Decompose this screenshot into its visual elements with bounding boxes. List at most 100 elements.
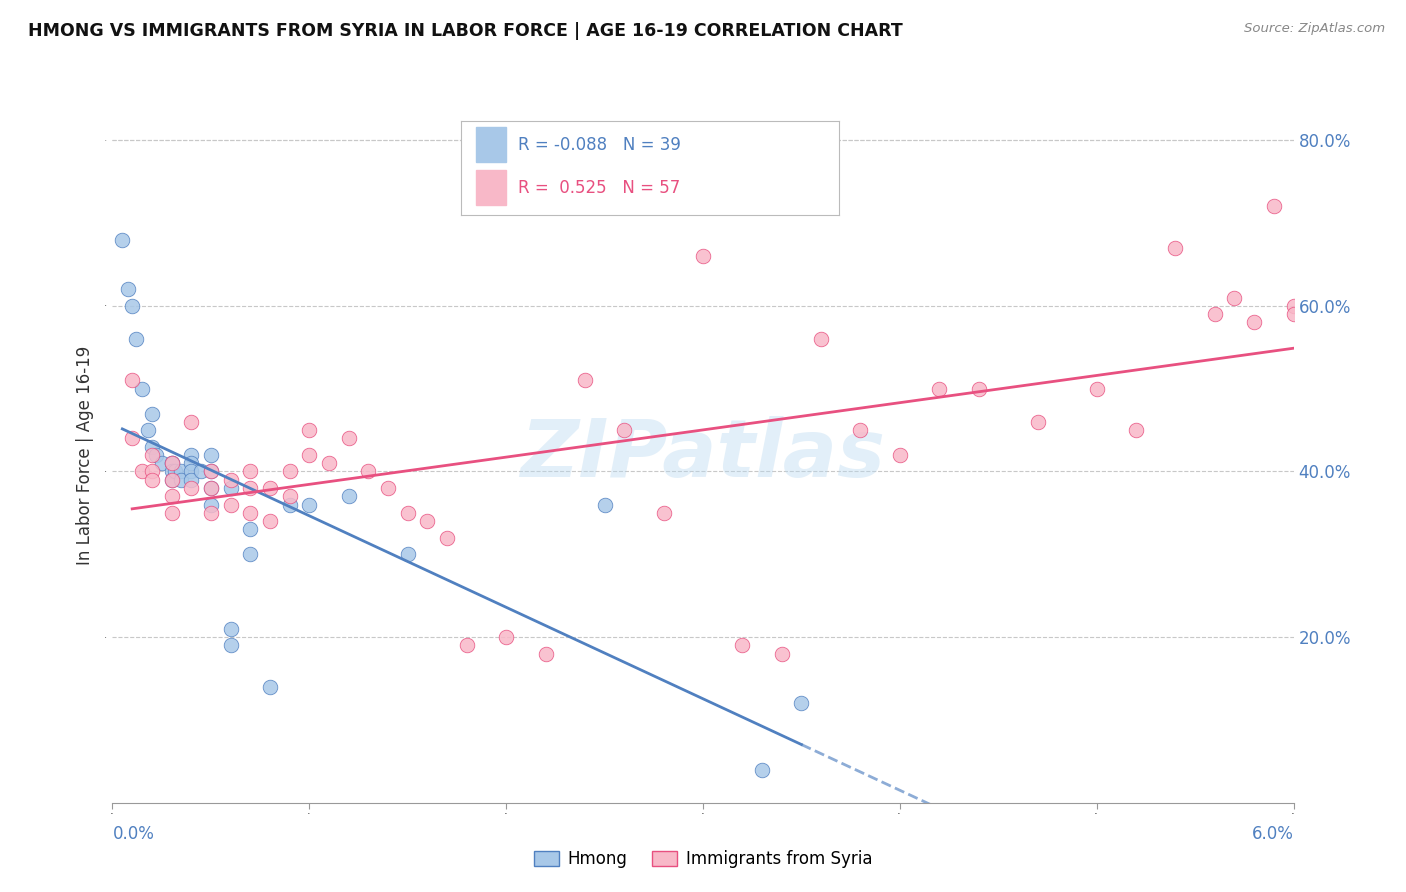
Point: [200, 506, 222, 520]
Point: [889, 448, 911, 462]
Point: [141, 407, 163, 421]
Point: [790, 697, 813, 711]
Point: [357, 465, 380, 479]
Point: [495, 630, 517, 644]
Point: [810, 332, 832, 346]
Point: [200, 448, 222, 462]
Point: [1085, 382, 1108, 396]
Point: [278, 498, 301, 512]
Point: [219, 622, 242, 636]
Point: [160, 473, 183, 487]
Point: [456, 639, 478, 653]
Point: [298, 498, 321, 512]
Point: [160, 456, 183, 470]
Point: [751, 763, 773, 777]
Point: [1243, 315, 1265, 329]
Point: [160, 465, 183, 479]
Point: [121, 299, 143, 313]
Point: [1223, 291, 1246, 305]
Point: [180, 481, 202, 495]
Point: [298, 423, 321, 437]
Point: [1263, 199, 1285, 213]
Point: [377, 481, 399, 495]
Point: [849, 423, 872, 437]
Point: [165, 465, 187, 479]
Point: [131, 465, 153, 479]
Point: [239, 465, 262, 479]
Point: [259, 514, 281, 528]
Point: [1204, 307, 1226, 321]
Point: [170, 465, 193, 479]
Point: [1282, 299, 1305, 313]
Point: [731, 639, 754, 653]
Point: [145, 448, 167, 462]
Point: [593, 498, 616, 512]
Point: [160, 473, 183, 487]
Point: [219, 481, 242, 495]
Point: [278, 489, 301, 503]
Point: [239, 523, 262, 537]
Point: [416, 514, 439, 528]
Point: [160, 489, 183, 503]
Point: [396, 547, 419, 561]
Text: 6.0%: 6.0%: [1251, 825, 1294, 843]
Point: [239, 481, 262, 495]
Point: [1125, 423, 1147, 437]
Point: [131, 382, 153, 396]
Point: [121, 373, 143, 387]
Point: [278, 465, 301, 479]
Point: [337, 489, 360, 503]
Point: [180, 415, 202, 429]
Legend: Hmong, Immigrants from Syria: Hmong, Immigrants from Syria: [527, 843, 879, 874]
Point: [180, 448, 202, 462]
Point: [534, 647, 557, 661]
Point: [141, 440, 163, 454]
Point: [1026, 415, 1049, 429]
Point: [160, 456, 183, 470]
Point: [141, 473, 163, 487]
Point: [200, 498, 222, 512]
Point: [770, 647, 793, 661]
Point: [180, 473, 202, 487]
Point: [967, 382, 990, 396]
Point: [141, 448, 163, 462]
Point: [150, 456, 173, 470]
Text: 0.0%: 0.0%: [112, 825, 155, 843]
Point: [141, 465, 163, 479]
Point: [160, 506, 183, 520]
Point: [259, 680, 281, 694]
Point: [574, 373, 596, 387]
Point: [298, 448, 321, 462]
Point: [239, 547, 262, 561]
Point: [117, 282, 139, 296]
Point: [170, 473, 193, 487]
Point: [200, 481, 222, 495]
Point: [259, 481, 281, 495]
Point: [219, 473, 242, 487]
Point: [200, 465, 222, 479]
Point: [160, 456, 183, 470]
Point: [436, 531, 458, 545]
Point: [613, 423, 636, 437]
Text: ZIPatlas: ZIPatlas: [520, 416, 886, 494]
Point: [200, 465, 222, 479]
Text: HMONG VS IMMIGRANTS FROM SYRIA IN LABOR FORCE | AGE 16-19 CORRELATION CHART: HMONG VS IMMIGRANTS FROM SYRIA IN LABOR …: [28, 22, 903, 40]
Point: [180, 456, 202, 470]
Point: [1164, 241, 1187, 255]
Point: [125, 332, 148, 346]
Point: [337, 431, 360, 445]
Point: [190, 465, 212, 479]
Point: [318, 456, 340, 470]
Point: [928, 382, 950, 396]
Point: [1282, 307, 1305, 321]
Point: [121, 431, 143, 445]
Point: [396, 506, 419, 520]
Point: [239, 506, 262, 520]
Y-axis label: In Labor Force | Age 16-19: In Labor Force | Age 16-19: [76, 345, 94, 565]
Point: [136, 423, 159, 437]
Text: Source: ZipAtlas.com: Source: ZipAtlas.com: [1244, 22, 1385, 36]
Point: [219, 639, 242, 653]
Point: [652, 506, 675, 520]
Point: [111, 233, 134, 247]
Point: [692, 249, 714, 263]
